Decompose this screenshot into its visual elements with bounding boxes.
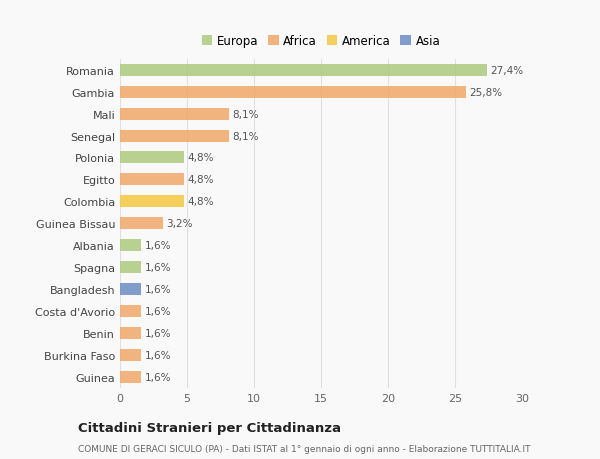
Bar [120, 371, 142, 383]
Bar [120, 218, 163, 230]
Text: 25,8%: 25,8% [469, 88, 502, 97]
Text: 4,8%: 4,8% [188, 197, 214, 207]
Legend: Europa, Africa, America, Asia: Europa, Africa, America, Asia [199, 33, 443, 50]
Bar [120, 86, 466, 99]
Bar [120, 327, 142, 339]
Text: 1,6%: 1,6% [145, 350, 171, 360]
Text: 27,4%: 27,4% [491, 66, 524, 76]
Text: 8,1%: 8,1% [232, 131, 259, 141]
Text: 1,6%: 1,6% [145, 263, 171, 273]
Text: 4,8%: 4,8% [188, 153, 214, 163]
Text: 1,6%: 1,6% [145, 306, 171, 316]
Text: 4,8%: 4,8% [188, 175, 214, 185]
Text: 8,1%: 8,1% [232, 109, 259, 119]
Bar [120, 305, 142, 317]
Text: 1,6%: 1,6% [145, 328, 171, 338]
Bar [120, 108, 229, 120]
Text: Cittadini Stranieri per Cittadinanza: Cittadini Stranieri per Cittadinanza [78, 421, 341, 434]
Bar [120, 130, 229, 142]
Bar [120, 152, 184, 164]
Bar [120, 65, 487, 77]
Text: 1,6%: 1,6% [145, 372, 171, 382]
Bar [120, 262, 142, 274]
Bar [120, 349, 142, 361]
Bar [120, 240, 142, 252]
Bar [120, 196, 184, 208]
Text: 1,6%: 1,6% [145, 285, 171, 294]
Bar [120, 174, 184, 186]
Text: COMUNE DI GERACI SICULO (PA) - Dati ISTAT al 1° gennaio di ogni anno - Elaborazi: COMUNE DI GERACI SICULO (PA) - Dati ISTA… [78, 444, 530, 453]
Text: 1,6%: 1,6% [145, 241, 171, 251]
Bar [120, 283, 142, 296]
Text: 3,2%: 3,2% [166, 219, 193, 229]
